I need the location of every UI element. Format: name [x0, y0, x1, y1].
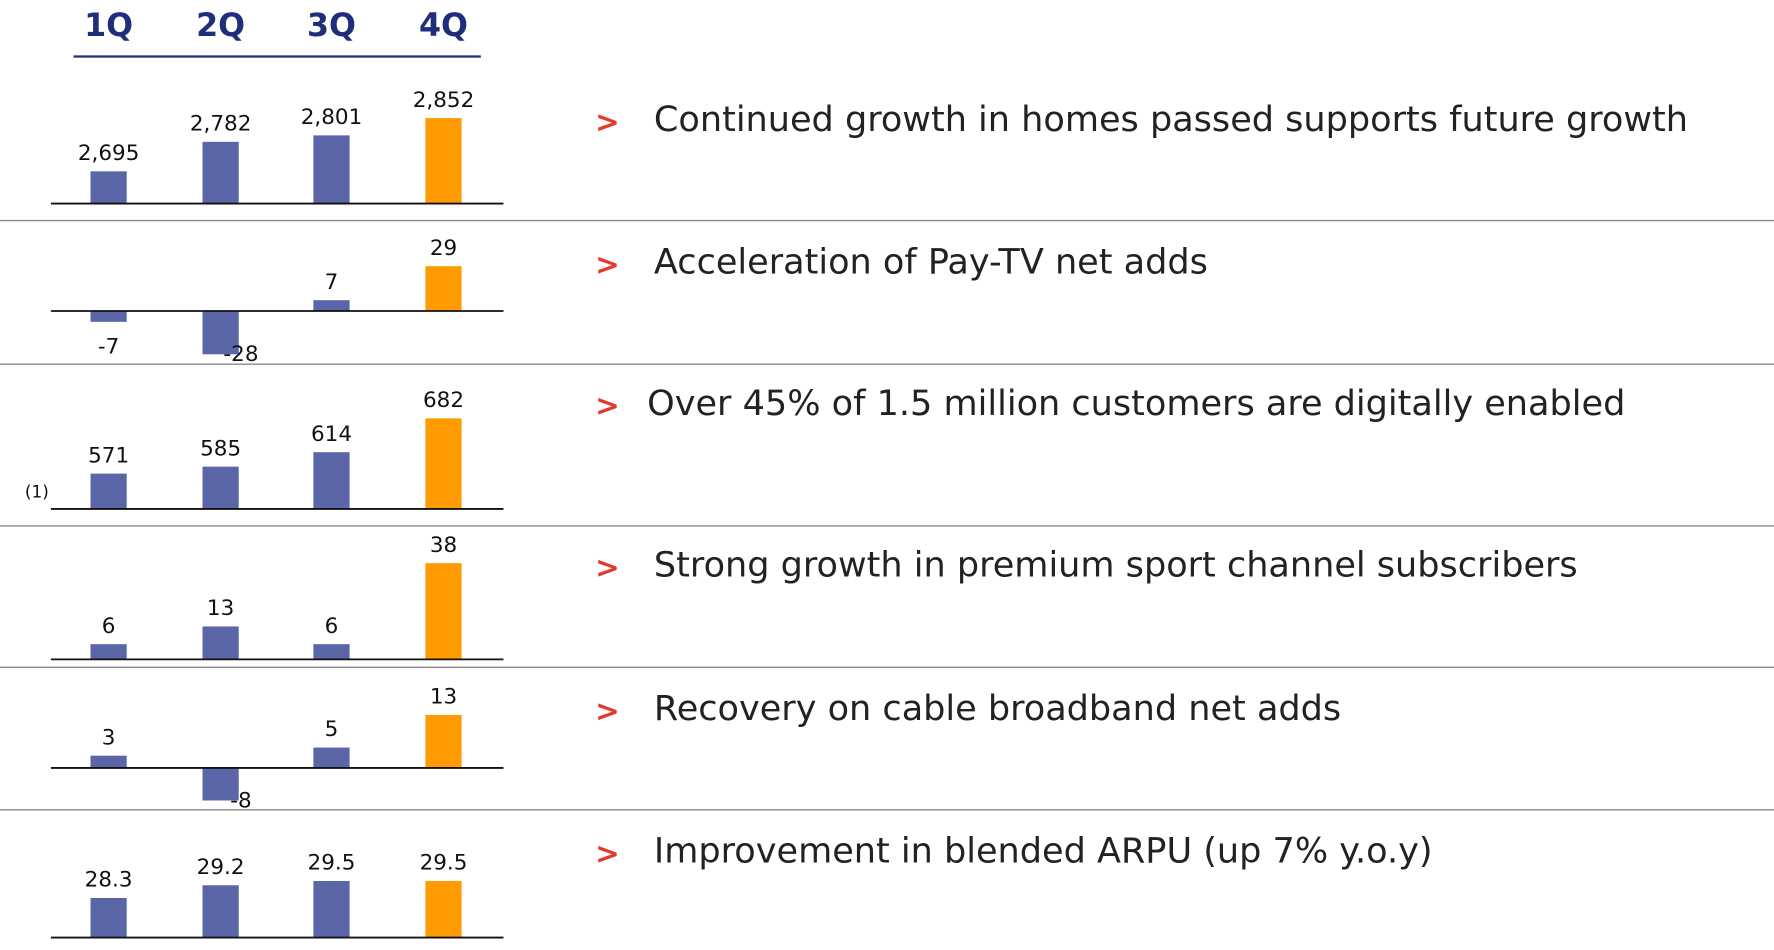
bar — [313, 135, 350, 204]
value-label: 2,852 — [413, 88, 475, 113]
bullet: > — [595, 105, 620, 139]
value-label: 28.3 — [85, 868, 133, 893]
bullet: > — [595, 694, 620, 728]
bar — [202, 141, 239, 204]
bar — [90, 897, 127, 938]
value-label: -8 — [230, 788, 251, 813]
bar — [90, 755, 127, 768]
bar — [425, 118, 462, 204]
bullet: > — [595, 550, 620, 584]
bar — [90, 171, 127, 204]
value-label: 682 — [423, 388, 464, 413]
annotation: Recovery on cable broadband net adds — [654, 688, 1341, 729]
bar — [425, 714, 462, 768]
value-label: -7 — [98, 335, 119, 360]
bar — [313, 644, 350, 660]
bar — [425, 266, 462, 312]
bar — [90, 473, 127, 509]
annotation: Strong growth in premium sport channel s… — [654, 545, 1578, 586]
value-label: 571 — [88, 443, 129, 468]
column-header: 2Q — [196, 8, 245, 44]
bar — [313, 300, 350, 312]
annotation: Improvement in blended ARPU (up 7% y.o.y… — [654, 831, 1433, 872]
annotation: Continued growth in homes passed support… — [654, 99, 1688, 140]
footnote: (1) — [25, 482, 49, 502]
annotation: Acceleration of Pay-TV net adds — [654, 242, 1208, 283]
annotation: Over 45% of 1.5 million customers are di… — [647, 383, 1625, 424]
bar — [90, 644, 127, 660]
value-label: 585 — [200, 436, 241, 461]
value-label: 5 — [325, 717, 339, 742]
value-label: 614 — [311, 422, 352, 447]
value-label: 29.2 — [197, 855, 245, 880]
value-label: 13 — [207, 596, 234, 621]
bar — [202, 311, 239, 355]
column-header: 1Q — [84, 8, 133, 44]
bar — [425, 881, 462, 938]
bar — [425, 418, 462, 509]
bar — [90, 311, 127, 322]
value-label: -28 — [223, 342, 258, 367]
bar — [313, 747, 350, 768]
bar — [202, 626, 239, 660]
value-label: 2,782 — [190, 112, 252, 137]
bar — [202, 767, 239, 801]
bullet: > — [595, 389, 620, 423]
value-label: 6 — [102, 614, 116, 639]
bar — [425, 563, 462, 660]
value-label: 6 — [325, 614, 339, 639]
bar — [313, 881, 350, 938]
value-label: 29.5 — [420, 851, 468, 876]
value-label: 38 — [430, 533, 457, 558]
bar — [313, 452, 350, 509]
value-label: 29 — [430, 236, 457, 261]
value-label: 13 — [430, 685, 457, 710]
column-header: 4Q — [419, 8, 468, 44]
value-label: 7 — [325, 270, 339, 295]
value-label: 2,801 — [301, 105, 363, 130]
bar — [202, 885, 239, 938]
column-header: 3Q — [307, 8, 356, 44]
value-label: 2,695 — [78, 141, 140, 166]
value-label: 29.5 — [308, 851, 356, 876]
bullet: > — [595, 837, 620, 871]
bullet: > — [595, 247, 620, 281]
value-label: 3 — [102, 725, 116, 750]
bar — [202, 466, 239, 509]
